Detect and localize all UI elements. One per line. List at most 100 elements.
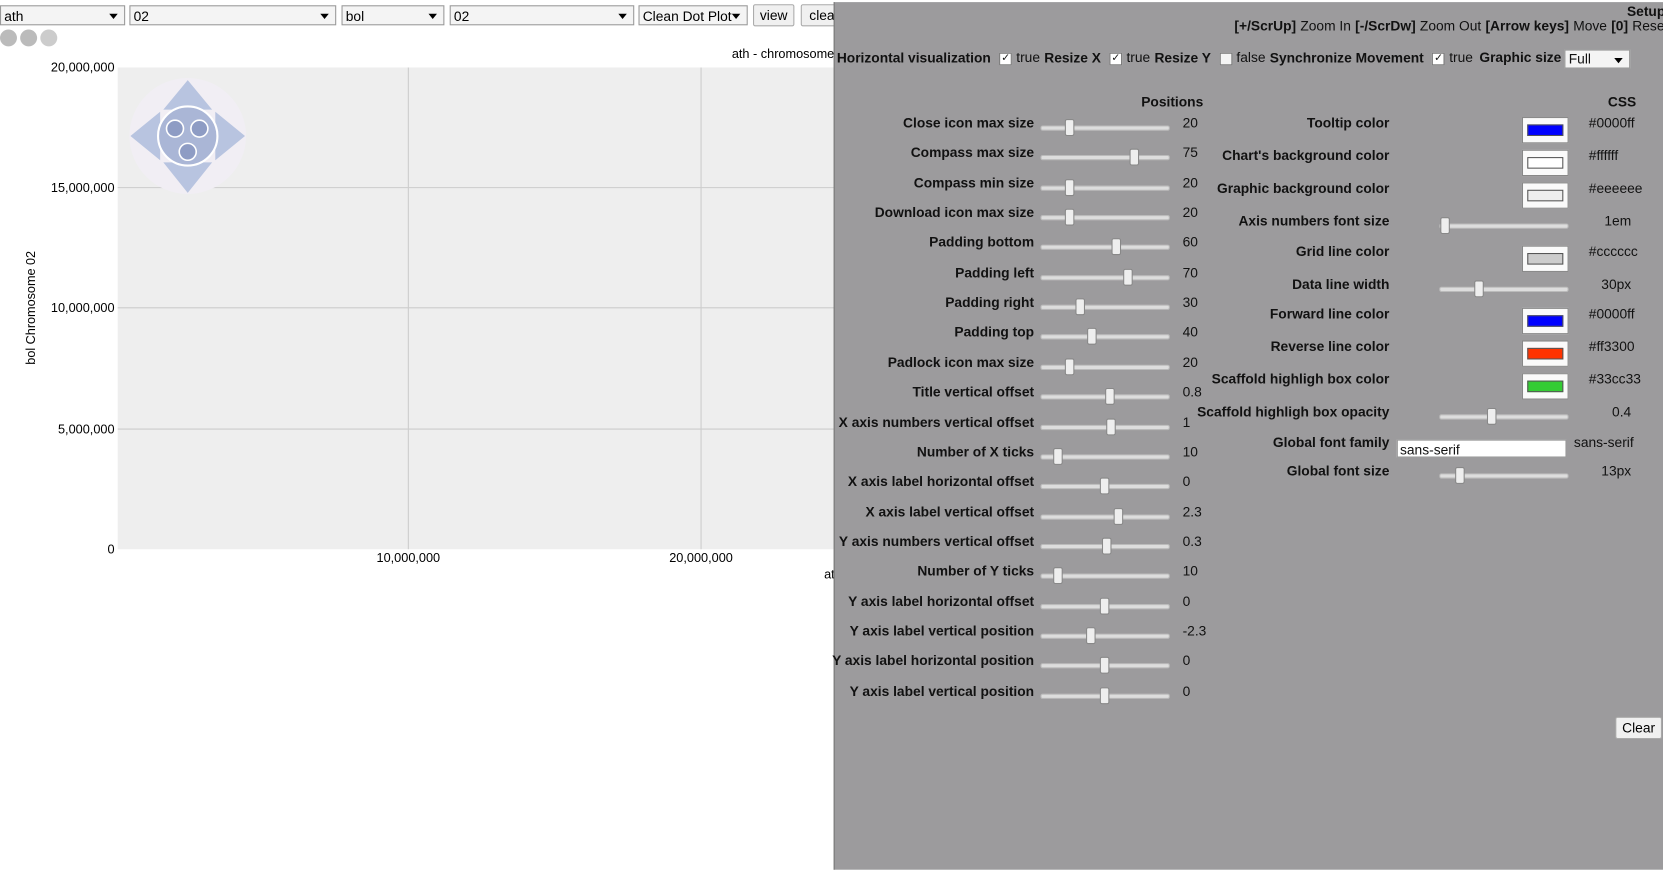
position-label: Compass max size [910,144,1035,161]
compass-button[interactable] [165,119,185,138]
slider-thumb[interactable] [1064,178,1075,196]
button[interactable]: clea [800,4,844,27]
dropdown[interactable]: 02 [449,5,635,26]
slider-thumb[interactable] [1111,238,1122,256]
checkbox[interactable]: ✓ [1109,52,1123,66]
slider-thumb[interactable] [1099,657,1110,674]
shortcuts: [+/ScrUp] Zoom In [-/ScrDw] Zoom Out [Arrow … [1234,18,1663,34]
color-swatch[interactable] [1521,149,1569,177]
slider-thumb[interactable] [1075,298,1085,316]
slider-thumb[interactable] [1053,567,1063,585]
checkbox[interactable] [1219,52,1233,66]
position-label: Padlock icon max size [887,353,1035,370]
position-label: X axis label vertical offset [865,503,1035,520]
slider-thumb[interactable] [1105,388,1115,405]
css-value: 1em [1604,212,1632,229]
css-value: #33cc33 [1588,371,1641,387]
slider-thumb[interactable] [1099,686,1110,704]
slider-thumb[interactable] [1455,467,1465,484]
slider-thumb[interactable] [1474,280,1484,298]
slider-track[interactable] [1040,274,1170,281]
slider-thumb[interactable] [1113,507,1124,525]
color-swatch[interactable] [1521,373,1569,400]
slider-track[interactable] [1040,454,1170,460]
slider-thumb[interactable] [1440,217,1450,235]
position-value: -2.3 [1182,622,1207,639]
slider-track[interactable] [1439,223,1569,229]
slider-track[interactable] [1040,244,1170,251]
shortcut-action: Zoom In [1300,17,1351,34]
y-axis-label: bol Chromosome 02 [24,251,38,365]
shortcut-key: [0] [1611,17,1629,34]
text-input[interactable]: sans-serif [1396,439,1567,458]
slider-thumb[interactable] [1101,537,1112,555]
button[interactable]: view [753,4,795,27]
color-swatch[interactable] [1521,245,1569,272]
position-value: 20 [1182,353,1198,370]
color-swatch[interactable] [1521,307,1569,335]
slider-track[interactable] [1040,125,1170,131]
slider-track[interactable] [1040,215,1170,221]
graphic-size-select[interactable]: Full [1564,49,1631,69]
position-value: 1 [1182,413,1191,430]
position-label: Close icon max size [903,114,1035,131]
slider-thumb[interactable] [1106,417,1116,435]
slider-thumb[interactable] [1064,119,1075,136]
slider-track[interactable] [1040,633,1170,639]
dropdown[interactable]: 02 [129,5,337,26]
compass-button[interactable] [190,119,209,138]
toolbar-icon[interactable] [40,29,58,47]
slider-thumb[interactable] [1486,407,1497,425]
toolbar-icon[interactable] [0,29,17,47]
slider-track[interactable] [1040,185,1170,191]
slider-thumb[interactable] [1086,627,1096,645]
position-value: 40 [1182,324,1198,340]
checkbox[interactable]: ✓ [1432,52,1445,66]
slider-track[interactable] [1040,364,1170,370]
dropdown[interactable]: Clean Dot Plot [638,5,748,26]
clear-button[interactable]: Clear [1615,716,1662,739]
position-label: Number of Y ticks [917,563,1035,580]
slider-thumb[interactable] [1123,268,1133,286]
slider-thumb[interactable] [1064,358,1075,376]
css-value: #eeeeee [1588,180,1643,197]
css-label: Chart's background color [1222,147,1390,164]
slider-thumb[interactable] [1129,149,1140,166]
dropdown[interactable]: bol [341,5,445,26]
slider-thumb[interactable] [1099,597,1110,615]
css-label: Reverse line color [1270,338,1390,355]
slider-track[interactable] [1439,286,1569,293]
color-swatch[interactable] [1521,340,1569,367]
slider-thumb[interactable] [1087,328,1097,346]
slider-track[interactable] [1040,334,1170,340]
toolbar-icon[interactable] [20,29,38,47]
slider-thumb[interactable] [1099,477,1110,495]
option-state: false [1236,50,1266,66]
swatch-fill [1527,124,1564,136]
position-label: Compass min size [913,174,1035,191]
slider-thumb[interactable] [1053,447,1063,465]
position-label: Padding bottom [929,234,1035,251]
y-tick-label: 10,000,000 [51,301,115,315]
option-state: true [1449,50,1473,66]
slider-track[interactable] [1439,473,1569,479]
option-label: Resize Y [1154,50,1211,66]
compass-button[interactable] [178,142,198,162]
slider-track[interactable] [1040,513,1170,520]
position-value: 20 [1182,204,1198,221]
position-label: Title vertical offset [912,383,1035,400]
slider-track[interactable] [1040,155,1170,161]
position-value: 30 [1182,294,1198,311]
slider-thumb[interactable] [1064,208,1075,226]
slider-track[interactable] [1040,424,1170,430]
color-swatch[interactable] [1521,182,1569,209]
slider-track[interactable] [1040,304,1170,311]
dropdown[interactable]: ath [0,5,126,26]
color-swatch[interactable] [1521,117,1569,144]
slider-track[interactable] [1040,573,1170,580]
checkbox[interactable]: ✓ [999,52,1013,66]
css-label: Scaffold highligh box opacity [1197,403,1390,420]
slider-track[interactable] [1439,414,1569,420]
y-tick-label: 15,000,000 [51,181,115,195]
slider-track[interactable] [1040,394,1170,400]
